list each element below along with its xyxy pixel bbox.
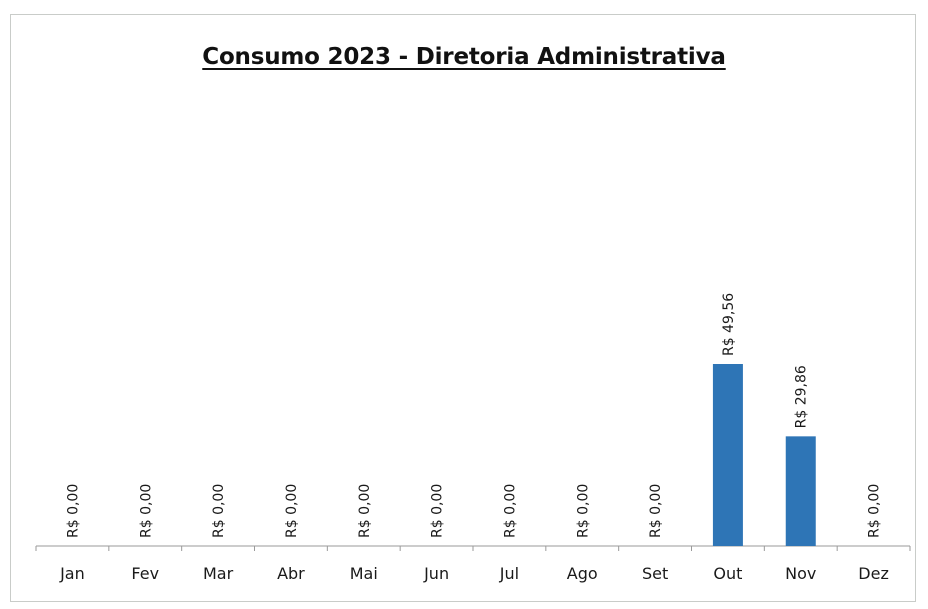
chart-frame [10, 14, 916, 602]
x-tick-label: Mai [350, 564, 378, 583]
x-tick-label: Ago [567, 564, 598, 583]
x-tick-label: Out [713, 564, 742, 583]
data-label: R$ 0,00 [575, 484, 591, 538]
data-label: R$ 0,00 [284, 484, 300, 538]
data-label: R$ 0,00 [138, 484, 154, 538]
x-tick-label: Dez [858, 564, 889, 583]
data-label: R$ 0,00 [357, 484, 373, 538]
bar [712, 364, 743, 546]
x-tick-label: Nov [785, 564, 816, 583]
x-tick-label: Set [642, 564, 668, 583]
data-label: R$ 0,00 [65, 484, 81, 538]
chart-title: Consumo 2023 - Diretoria Administrativa [202, 44, 726, 70]
x-tick-label: Abr [277, 564, 305, 583]
x-tick-label: Jan [59, 564, 85, 583]
x-tick-label: Jun [423, 564, 449, 583]
data-label: R$ 0,00 [502, 484, 518, 538]
data-label: R$ 49,56 [721, 293, 737, 356]
data-label: R$ 0,00 [648, 484, 664, 538]
data-label: R$ 29,86 [794, 365, 810, 428]
bar [785, 436, 816, 546]
data-label: R$ 0,00 [867, 484, 883, 538]
x-tick-label: Mar [203, 564, 234, 583]
data-label: R$ 0,00 [430, 484, 446, 538]
x-tick-label: Jul [499, 564, 519, 583]
x-tick-label: Fev [131, 564, 159, 583]
data-label: R$ 0,00 [211, 484, 227, 538]
